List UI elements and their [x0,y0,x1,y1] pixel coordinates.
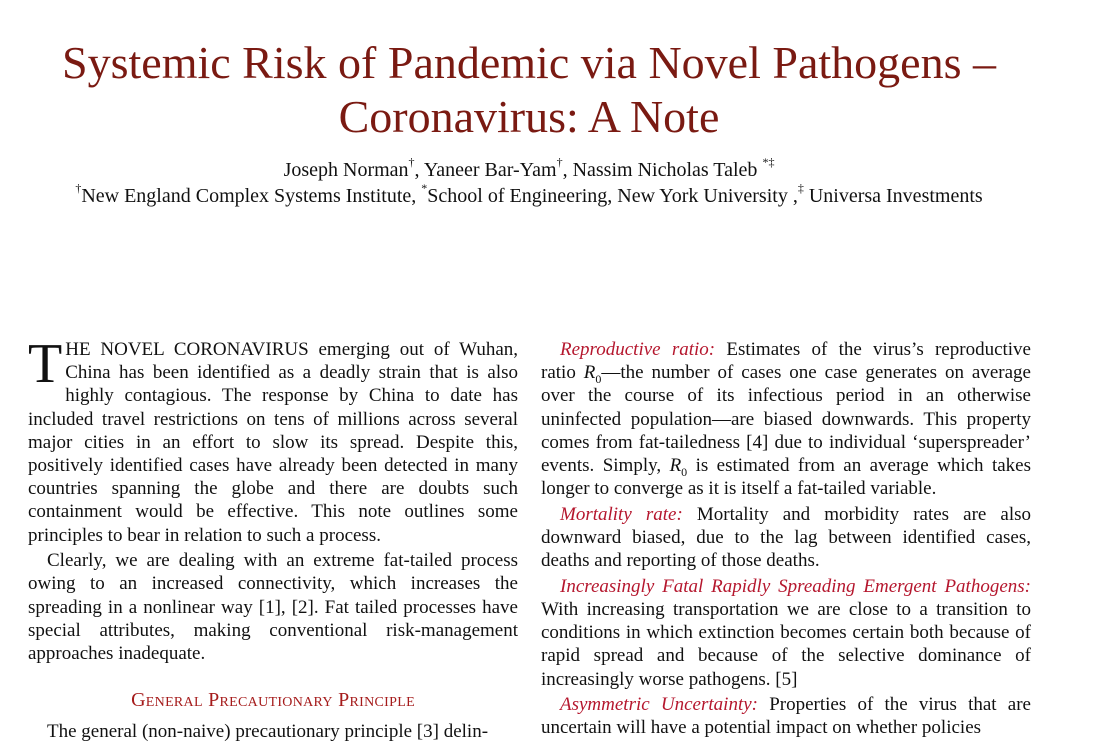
intro-paragraph: T HE NOVEL CORONAVIRUS emerging out of Wu… [28,333,518,547]
paragraph-term: Increasingly Fatal Rapidly Spreading Eme… [560,575,1031,597]
author-mark: † [408,155,415,170]
paragraph-text: With increasing transportation we are cl… [541,599,1031,690]
math-symbol: R [583,362,596,384]
math-subscript: 0 [681,464,688,479]
body-paragraph: Clearly, we are dealing with an extreme … [28,550,518,665]
intro-text: emerging out of Wuhan, China has been id… [28,339,518,546]
paragraph-term: Mortality rate: [560,503,683,525]
drop-cap: T [28,333,63,395]
affiliation-name: Universa Investments [808,185,983,207]
body-paragraph: Mortality rate: Mortality and morbidity … [541,503,1031,573]
section-heading: General Precautionary Principle [131,689,415,712]
author-name: Joseph Norman [283,159,409,181]
paper-title: Systemic Risk of Pandemic via Novel Path… [62,37,996,142]
affiliation-mark: ‡ [797,181,804,196]
math-variable: R0 [583,362,602,386]
paragraph-term: Asymmetric Uncertainty: [560,694,758,716]
math-subscript: 0 [595,372,602,386]
body-paragraph: Asymmetric Uncertainty: Properties of th… [541,693,1031,739]
body-paragraph: Reproductive ratio: Estimates of the vir… [541,338,1031,500]
author-list: Joseph Norman†, Yaneer Bar-Yam†, Nassim … [283,155,775,181]
paragraph-text: —the number of cases one case generates … [541,362,1031,477]
math-variable: R0 [669,455,688,479]
right-column: Reproductive ratio: Estimates of the vir… [541,338,1031,742]
body-paragraph: The general (non-naive) precautionary pr… [47,721,489,743]
paragraph-term: Reproductive ratio: [560,339,716,360]
affiliation-name: School of Engineering, New York Universi… [427,185,798,207]
paragraph-text: Estimates of the virus’s reproductive ra… [541,339,1031,384]
affiliation-list: †New England Complex Systems Institute, … [20,181,1038,209]
author-name: Nassim Nicholas Taleb [572,159,758,181]
left-column: T HE NOVEL CORONAVIRUS emerging out of Wu… [28,333,518,746]
body-paragraph: Increasingly Fatal Rapidly Spreading Eme… [541,575,1031,691]
author-name: Yaneer Bar-Yam [423,159,557,181]
intro-caps: HE NOVEL CORONAVIRUS [65,339,309,360]
paragraph-text: Mortality and morbidity rates are also d… [541,503,1032,572]
affiliation-mark: † [75,181,82,196]
math-symbol: R [669,455,682,477]
paragraph-text: is estimated from an average which takes… [541,455,1031,500]
affiliation-mark: * [421,181,428,196]
author-mark: † [556,155,563,170]
affiliation-name: New England Complex Systems Institute, [81,185,417,207]
author-mark: *‡ [762,155,775,170]
